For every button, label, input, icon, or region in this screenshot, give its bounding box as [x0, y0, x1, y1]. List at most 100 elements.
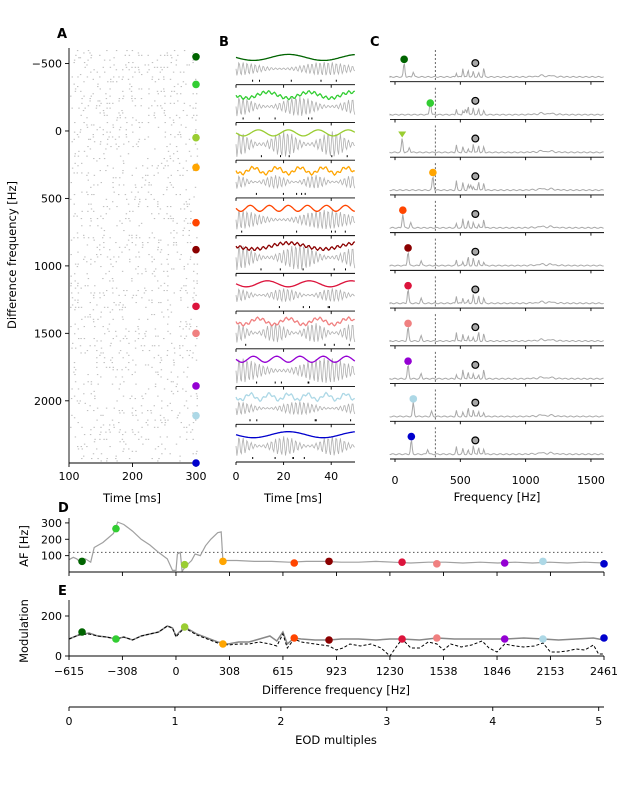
- spike-dot: [97, 383, 99, 385]
- spike-dot: [77, 263, 79, 265]
- spike-dot: [115, 458, 117, 460]
- spike-dot: [131, 237, 133, 239]
- panel-c-peak-marker: [404, 319, 412, 328]
- spike-dot: [173, 230, 175, 232]
- spike-dot: [192, 422, 195, 424]
- spike-dot: [123, 412, 125, 414]
- spike-dot: [148, 184, 150, 186]
- spike-dot: [70, 254, 72, 256]
- spike-dot: [196, 338, 198, 340]
- spike-dot: [192, 52, 194, 54]
- spike-dot: [103, 438, 105, 440]
- spike-dot: [87, 210, 89, 212]
- spike-dot: [112, 177, 115, 179]
- spike-dot: [87, 381, 89, 383]
- spike-dot: [135, 302, 137, 304]
- eod-axis-tick-label: 2: [277, 715, 284, 728]
- panel-e-xtick-label: 308: [219, 665, 240, 678]
- spike-dot: [132, 210, 134, 212]
- spike-dot: [137, 338, 140, 340]
- spike-dot: [74, 306, 77, 308]
- spike-dot: [140, 222, 143, 224]
- spike-dot: [157, 172, 159, 174]
- spike-dot: [89, 138, 92, 140]
- spike-dot: [179, 354, 181, 356]
- spike-dot: [106, 143, 109, 145]
- panel-a-df-marker: [192, 302, 200, 311]
- spike-dot: [96, 71, 98, 73]
- panel-c-spectrum: [389, 138, 604, 154]
- spike-dot: [160, 162, 163, 164]
- spike-dot: [77, 282, 79, 284]
- panel-b-xtick-label: 20: [277, 470, 291, 483]
- spike-dot: [123, 162, 125, 164]
- spike-dot: [194, 143, 197, 145]
- spike-dot: [159, 71, 161, 73]
- panel-b-traces: 0 20 40: [233, 53, 356, 483]
- spike-dot: [138, 54, 140, 56]
- spike-dot: [137, 326, 139, 328]
- spike-dot: [196, 162, 198, 164]
- panel-a-df-marker: [192, 411, 200, 420]
- spike-dot: [100, 347, 103, 349]
- spike-dot: [105, 366, 108, 368]
- spike-dot: [185, 126, 187, 128]
- spike-dot: [137, 419, 139, 421]
- spike-dot: [105, 431, 107, 433]
- spike-dot: [167, 263, 169, 265]
- spike-dot: [127, 369, 130, 371]
- spike-dot: [151, 314, 153, 316]
- spike-dot: [113, 302, 115, 304]
- spike-dot: [78, 150, 80, 152]
- raster-dots: [70, 50, 199, 462]
- spike-dot: [125, 366, 127, 368]
- spike-dot: [108, 208, 111, 210]
- spike-dot: [186, 64, 188, 66]
- spike-dot: [139, 201, 141, 203]
- spike-dot: [141, 412, 143, 414]
- spike-dot: [80, 352, 82, 354]
- spike-dot: [144, 287, 146, 289]
- spike-dot: [106, 165, 109, 167]
- spike-dot: [122, 434, 124, 436]
- spike-dot: [171, 57, 173, 59]
- panel-d-af: 100 200 300: [41, 517, 608, 576]
- spike-dot: [113, 256, 115, 258]
- spike-dot: [195, 102, 197, 104]
- spike-dot: [109, 280, 111, 282]
- spike-dot: [119, 220, 121, 222]
- spike-dot: [73, 131, 76, 133]
- spike-dot: [174, 352, 176, 354]
- spike-dot: [151, 299, 153, 301]
- spike-dot: [175, 194, 177, 196]
- spike-dot: [141, 122, 143, 124]
- spike-dot: [102, 134, 104, 136]
- spike-dot: [128, 54, 131, 56]
- spike-dot: [110, 81, 112, 83]
- spike-dot: [137, 206, 140, 208]
- spike-dot: [73, 83, 75, 85]
- spike-dot: [90, 218, 92, 220]
- spike-dot: [166, 258, 168, 260]
- spike-dot: [163, 167, 165, 169]
- spike-dot: [172, 244, 175, 246]
- spike-dot: [87, 179, 89, 181]
- panel-c-eod-marker: [471, 59, 480, 68]
- spike-dot: [83, 443, 86, 445]
- panel-e-xtick-label: −615: [54, 665, 84, 678]
- spike-dot: [131, 234, 133, 236]
- panel-d-ytick-label: 100: [41, 550, 62, 563]
- spike-dot: [175, 146, 178, 148]
- spike-dot: [145, 174, 147, 176]
- panel-e-point: [78, 628, 86, 636]
- spike-dot: [173, 86, 176, 88]
- spike-dot: [115, 376, 117, 378]
- spike-dot: [163, 112, 165, 114]
- spike-dot: [73, 371, 75, 373]
- spike-dot: [153, 357, 155, 359]
- panel-c-eod-marker: [471, 172, 480, 181]
- spike-dot: [151, 302, 153, 304]
- spike-dot: [121, 316, 124, 318]
- spike-dot: [74, 263, 77, 265]
- spike-dot: [108, 136, 110, 138]
